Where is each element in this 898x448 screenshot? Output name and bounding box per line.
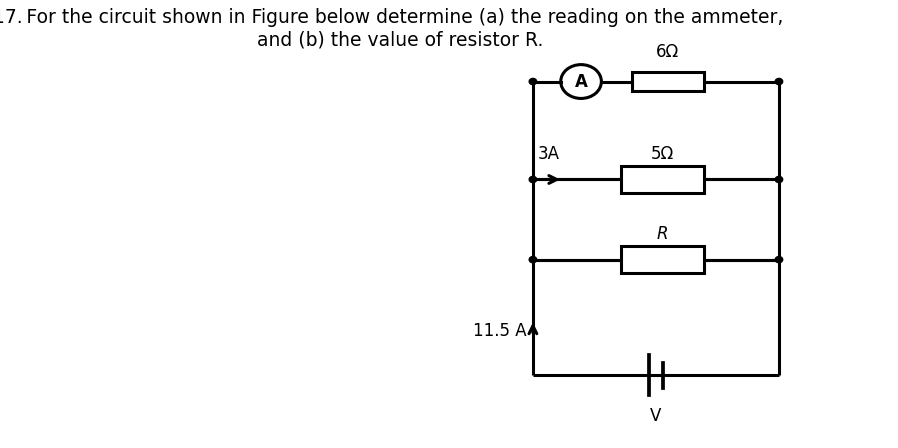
Text: R: R bbox=[656, 225, 668, 243]
Text: 6Ω: 6Ω bbox=[656, 43, 680, 61]
Text: and (b) the value of resistor R.: and (b) the value of resistor R. bbox=[233, 30, 543, 49]
Text: A: A bbox=[575, 73, 587, 90]
Bar bbox=[621, 246, 704, 273]
Text: V: V bbox=[650, 406, 662, 425]
Circle shape bbox=[529, 257, 537, 263]
Circle shape bbox=[529, 78, 537, 85]
Circle shape bbox=[775, 257, 783, 263]
Text: 17. For the circuit shown in Figure below determine (a) the reading on the ammet: 17. For the circuit shown in Figure belo… bbox=[0, 8, 784, 27]
Bar bbox=[632, 72, 704, 91]
Text: 3A: 3A bbox=[538, 145, 560, 163]
Circle shape bbox=[775, 177, 783, 183]
Circle shape bbox=[529, 177, 537, 183]
Text: 5Ω: 5Ω bbox=[651, 145, 674, 163]
Bar bbox=[621, 166, 704, 193]
Text: 11.5 A: 11.5 A bbox=[473, 322, 526, 340]
Circle shape bbox=[775, 78, 783, 85]
